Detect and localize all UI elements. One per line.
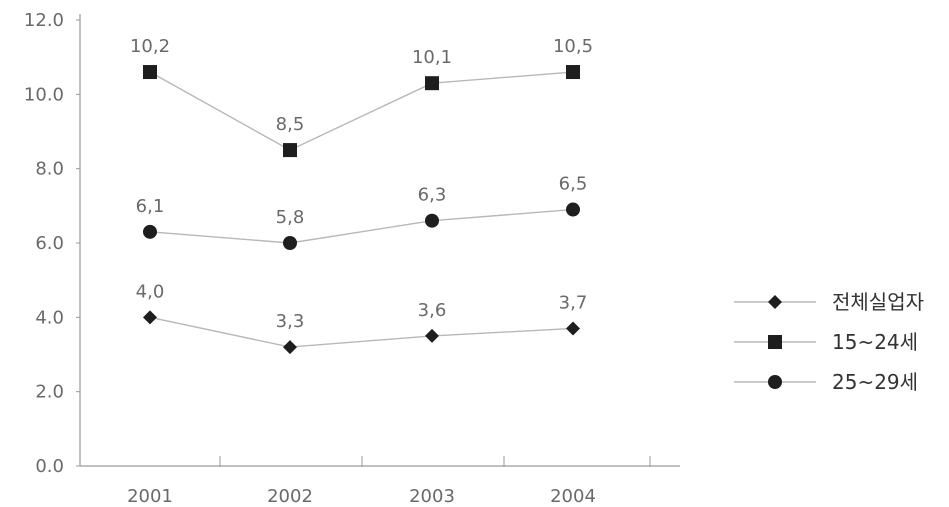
series-line bbox=[149, 316, 574, 348]
data-label: 3,7 bbox=[559, 292, 588, 313]
y-tick-label: 10.0 bbox=[24, 84, 64, 105]
legend-marker bbox=[768, 295, 782, 309]
x-tick-label: 2003 bbox=[409, 486, 455, 507]
data-point bbox=[566, 202, 580, 217]
legend: 전체실업자 15~24세 25~29세 bbox=[734, 290, 924, 394]
data-label: 6,1 bbox=[136, 196, 165, 217]
series-line bbox=[149, 208, 574, 244]
data-label: 6,5 bbox=[559, 174, 588, 195]
data-point bbox=[425, 213, 439, 228]
y-tick-label: 2.0 bbox=[35, 382, 64, 403]
y-tick-label: 12.0 bbox=[24, 10, 64, 31]
x-tick-label: 2001 bbox=[127, 486, 173, 507]
data-label: 10,1 bbox=[412, 47, 452, 68]
data-label: 4,0 bbox=[136, 281, 165, 302]
series-markers bbox=[143, 65, 580, 355]
data-label: 5,8 bbox=[276, 207, 305, 228]
legend-marker bbox=[768, 335, 782, 349]
data-point bbox=[283, 340, 297, 355]
x-tick-label: 2002 bbox=[267, 486, 313, 507]
data-label: 3,3 bbox=[276, 311, 305, 332]
data-labels: 4,0 3,3 3,6 3,7 10,2 8,5 10,1 10,5 6,1 5,8 6,3 6,5 bbox=[130, 36, 593, 332]
x-axis-ticks: 2001 2002 2003 2004 bbox=[127, 486, 596, 507]
y-tick-label: 0.0 bbox=[35, 456, 64, 477]
data-point bbox=[425, 76, 439, 91]
data-point bbox=[283, 143, 297, 158]
legend-label: 전체실업자 bbox=[832, 290, 924, 314]
data-label: 10,5 bbox=[553, 36, 593, 57]
y-tick-label: 6.0 bbox=[35, 233, 64, 254]
data-label: 8,5 bbox=[276, 114, 305, 135]
y-tick-label: 8.0 bbox=[35, 159, 64, 180]
data-point bbox=[143, 65, 157, 80]
data-label: 6,3 bbox=[418, 185, 447, 206]
series-line bbox=[149, 71, 574, 151]
series-lines bbox=[149, 71, 574, 348]
legend-marker bbox=[768, 375, 782, 389]
data-label: 3,6 bbox=[418, 300, 447, 321]
y-tick-label: 4.0 bbox=[35, 307, 64, 328]
y-axis-ticks: 0.0 2.0 4.0 6.0 8.0 10.0 12.0 bbox=[24, 10, 80, 477]
x-tick-label: 2004 bbox=[550, 486, 596, 507]
data-point bbox=[143, 310, 157, 325]
data-label: 10,2 bbox=[130, 36, 170, 57]
data-point bbox=[143, 224, 157, 239]
axes bbox=[79, 14, 680, 467]
data-point bbox=[283, 236, 297, 250]
legend-label: 25~29세 bbox=[832, 370, 918, 394]
data-point bbox=[566, 65, 580, 80]
data-point bbox=[566, 321, 580, 336]
legend-label: 15~24세 bbox=[832, 330, 918, 354]
data-point bbox=[425, 328, 439, 343]
